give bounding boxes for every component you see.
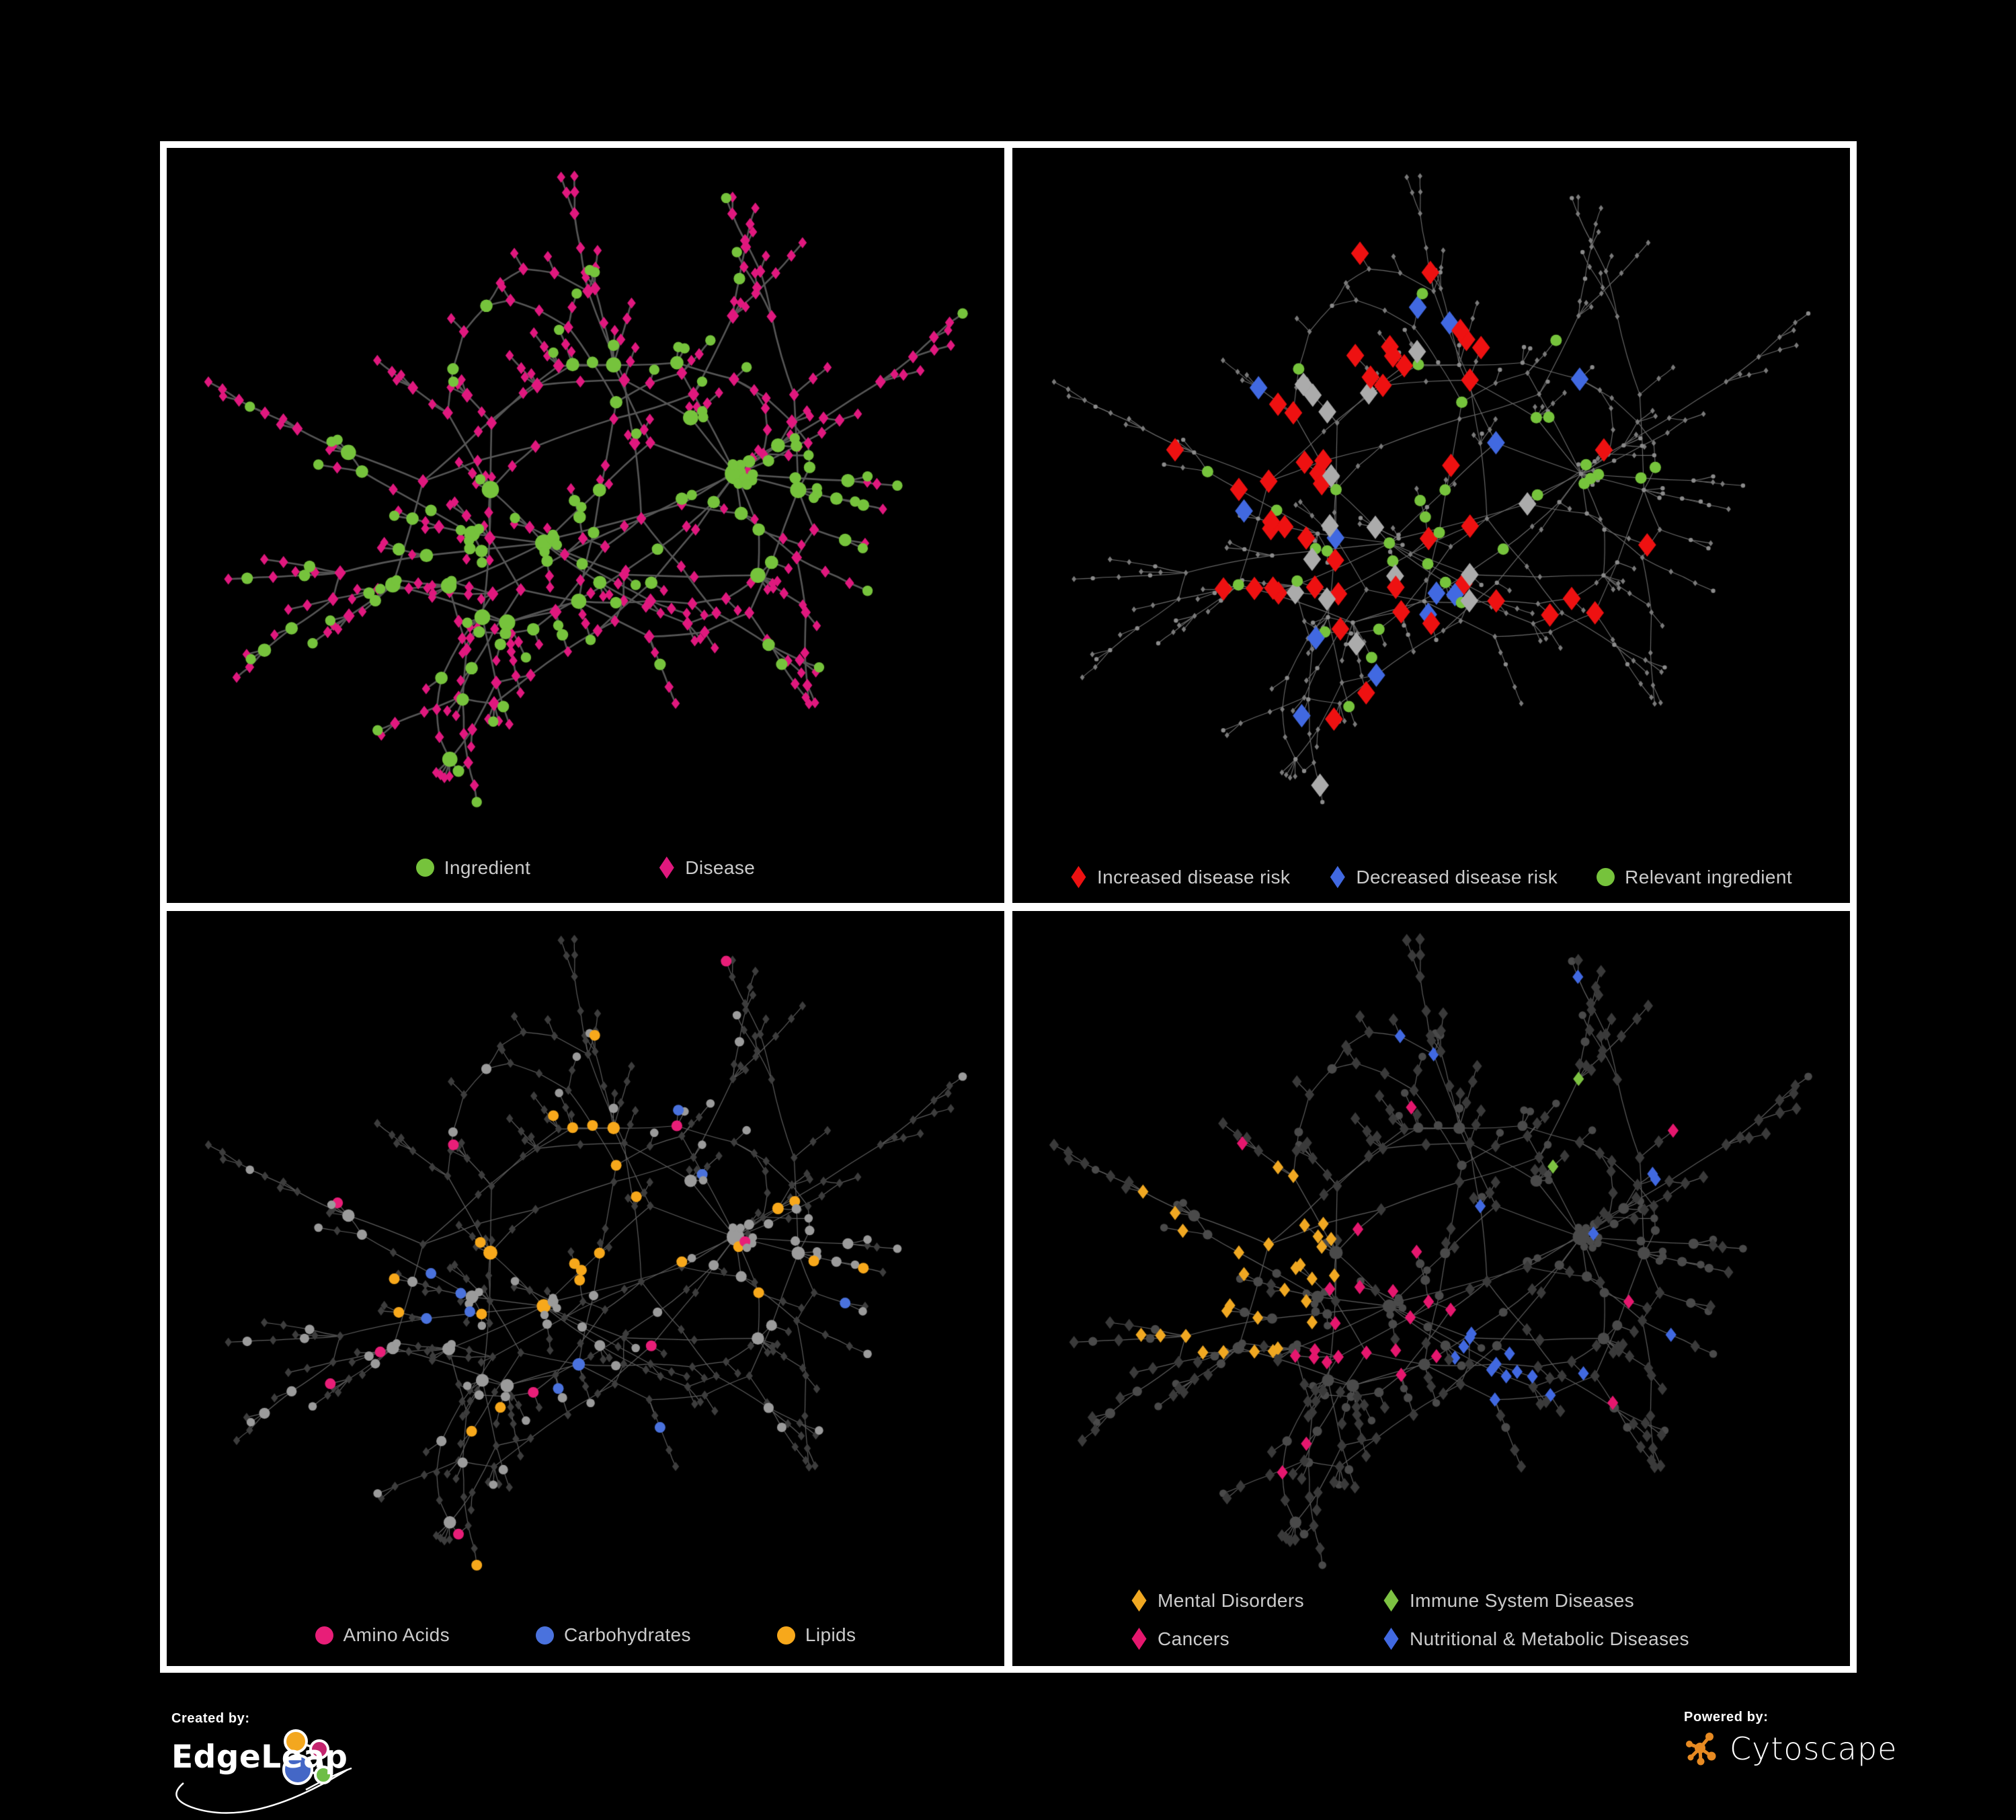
circle-marker-icon	[415, 859, 434, 877]
legend-label: Carbohydrates	[564, 1624, 691, 1645]
diamond-marker-icon	[1131, 1589, 1147, 1612]
edgeleap-swoosh-tail	[175, 1768, 348, 1814]
panel-disease-risk: Increased disease risk Decreased disease …	[1012, 148, 1850, 903]
legend-item-amino-acids: Amino Acids	[315, 1624, 450, 1646]
legend-label: Immune System Diseases	[1410, 1589, 1635, 1611]
powered-by-label: Powered by:	[1684, 1710, 1769, 1725]
cytoscape-icon-nodes	[1686, 1733, 1716, 1766]
diamond-marker-icon	[1383, 1589, 1399, 1612]
diamond-marker-icon	[659, 857, 674, 879]
legend-label: Ingredient	[444, 857, 531, 878]
legend-item-disease: Disease	[658, 857, 755, 879]
legend-compound-classes: Amino Acids Carbohydrates Lipids	[167, 1624, 1004, 1646]
legend-label: Amino Acids	[343, 1624, 450, 1645]
circle-marker-icon	[776, 1626, 795, 1645]
circle-marker-icon	[315, 1626, 333, 1645]
panel-grid: Ingredient Disease Increased disease risk…	[160, 141, 1857, 1673]
cytoscape-logo-row: Cytoscape	[1684, 1731, 1897, 1767]
cytoscape-credit: Powered by: Cytosc	[1684, 1710, 1897, 1767]
legend-label: Lipids	[805, 1624, 856, 1645]
legend-label: Increased disease risk	[1096, 866, 1291, 887]
network-canvas-ingredient-disease	[167, 148, 1004, 903]
legend-item-cancers: Cancers	[1131, 1628, 1383, 1650]
legend-label: Mental Disorders	[1158, 1589, 1305, 1611]
panel-ingredient-disease: Ingredient Disease	[167, 148, 1004, 903]
circle-marker-icon	[1597, 868, 1615, 886]
legend-label: Relevant ingredient	[1625, 866, 1793, 887]
circle-marker-icon	[536, 1626, 555, 1645]
network-canvas-disease-classes	[1012, 911, 1850, 1666]
legend-item-relevant-ingredient: Relevant ingredient	[1597, 867, 1792, 888]
edgeleap-credit: Created by: EdgeLeap	[171, 1711, 427, 1814]
legend-item-immune-system-diseases: Immune System Diseases	[1383, 1589, 1689, 1612]
edgeleap-node-blue	[282, 1754, 313, 1785]
legend-item-nutritional-metabolic-diseases: Nutritional & Metabolic Diseases	[1383, 1628, 1689, 1650]
created-by-label: Created by:	[171, 1711, 250, 1726]
edgeleap-node-magenta	[309, 1739, 329, 1759]
legend-item-decreased-disease-risk: Decreased disease risk	[1329, 866, 1558, 888]
diamond-marker-icon	[1330, 866, 1345, 888]
legend-label: Cancers	[1158, 1628, 1230, 1649]
legend-item-lipids: Lipids	[776, 1624, 856, 1646]
edgeleap-logo-nodes	[282, 1729, 333, 1785]
legend-label: Disease	[685, 857, 756, 878]
legend-disease-risk: Increased disease risk Decreased disease …	[1012, 866, 1850, 888]
diamond-marker-icon	[1131, 1628, 1147, 1650]
legend-item-carbohydrates: Carbohydrates	[536, 1624, 691, 1646]
cytoscape-logo-icon	[1686, 1733, 1716, 1766]
edgeleap-wordmark: EdgeLeap	[171, 1739, 348, 1776]
diamond-marker-icon	[1383, 1628, 1399, 1650]
legend-label: Nutritional & Metabolic Diseases	[1410, 1628, 1689, 1649]
network-canvas-compound-classes	[167, 911, 1004, 1666]
legend-disease-classes: Mental Disorders Immune System Diseases Ca…	[1131, 1589, 1689, 1650]
diamond-marker-icon	[1071, 866, 1086, 888]
panel-disease-classes: Mental Disorders Immune System Diseases Ca…	[1012, 911, 1850, 1666]
cytoscape-wordmark: Cytoscape	[1730, 1731, 1898, 1767]
legend-item-mental-disorders: Mental Disorders	[1131, 1589, 1383, 1612]
legend-item-ingredient: Ingredient	[415, 857, 531, 879]
edgeleap-node-orange	[284, 1729, 308, 1753]
legend-item-increased-disease-risk: Increased disease risk	[1070, 866, 1290, 888]
edgeleap-node-green	[314, 1766, 333, 1784]
legend-ingredient-disease: Ingredient Disease	[167, 857, 1004, 879]
edgeleap-logo-row: EdgeLeap	[171, 1729, 427, 1814]
edgeleap-logo	[175, 1729, 352, 1814]
network-canvas-disease-risk	[1012, 148, 1850, 903]
legend-label: Decreased disease risk	[1356, 866, 1558, 887]
panel-compound-classes: Amino Acids Carbohydrates Lipids	[167, 911, 1004, 1666]
